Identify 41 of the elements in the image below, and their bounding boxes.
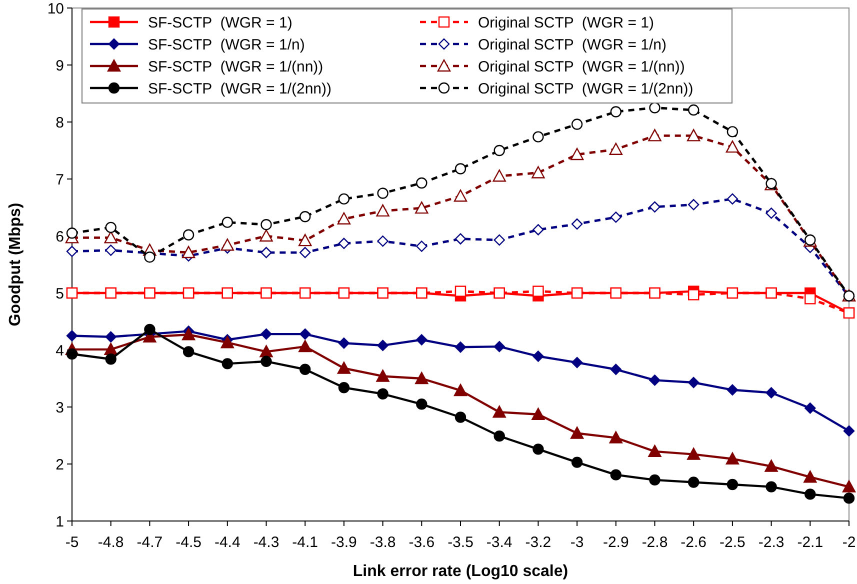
x-tick-label: -2.3 <box>758 534 784 551</box>
y-tick-label: 6 <box>56 228 64 246</box>
y-tick-label: 1 <box>56 513 64 530</box>
y-tick-label: 9 <box>56 57 64 74</box>
y-tick-label: 4 <box>56 342 64 360</box>
x-tick-label: -2 <box>842 534 856 551</box>
x-axis-title: Link error rate (Log10 scale) <box>352 563 568 580</box>
y-tick-label: 7 <box>56 171 64 188</box>
x-tick-label: -4.7 <box>136 534 163 551</box>
x-tick-label: -4.8 <box>98 534 124 551</box>
x-tick-label: -3.4 <box>486 534 512 551</box>
y-tick-label: 10 <box>47 0 64 18</box>
legend-label: SF-SCTP (WGR = 1/(2nn)) <box>148 80 332 98</box>
y-tick-label: 3 <box>56 399 64 416</box>
x-tick-label: -4.4 <box>214 534 240 551</box>
x-tick-label: -4.5 <box>176 534 202 551</box>
legend-label: Original SCTP (WGR = 1/(2nn)) <box>478 80 694 98</box>
x-tick-label: -3.5 <box>448 534 474 551</box>
x-tick-label: -3.6 <box>408 534 435 551</box>
legend-label: Original SCTP (WGR = 1/n) <box>478 36 667 54</box>
x-tick-label: -5 <box>65 534 79 551</box>
x-tick-label: -4.3 <box>253 534 280 551</box>
y-tick-label: 8 <box>56 114 64 132</box>
x-tick-label: -2.6 <box>680 534 707 551</box>
x-tick-label: -3 <box>570 534 584 551</box>
x-tick-label: -2.1 <box>797 534 824 551</box>
legend-label: SF-SCTP (WGR = 1/n) <box>148 36 305 54</box>
x-tick-label: -3.8 <box>370 534 396 551</box>
legend-label: SF-SCTP (WGR = 1/(nn)) <box>148 58 324 76</box>
y-axis-title: Goodput (Mbps) <box>7 202 24 326</box>
x-tick-label: -2.5 <box>720 534 746 551</box>
x-tick-label: -2.8 <box>642 534 668 551</box>
y-tick-label: 5 <box>56 285 64 302</box>
legend-label: SF-SCTP (WGR = 1) <box>148 14 292 32</box>
x-tick-label: -4.1 <box>292 534 318 551</box>
legend-label: Original SCTP (WGR = 1/(nn)) <box>478 58 685 76</box>
x-tick-label: -3.2 <box>525 534 552 551</box>
y-tick-label: 2 <box>56 456 64 474</box>
legend-label: Original SCTP (WGR = 1) <box>478 14 654 32</box>
x-tick-label: -3.9 <box>331 534 357 551</box>
x-tick-label: -2.9 <box>602 534 629 551</box>
